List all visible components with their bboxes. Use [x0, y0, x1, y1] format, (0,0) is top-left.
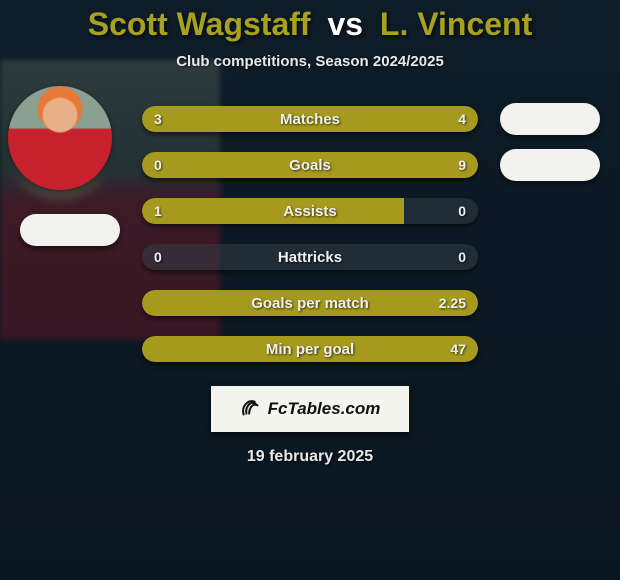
- player1-club-badge: [20, 214, 120, 246]
- player2-club-badge: [500, 149, 600, 181]
- stat-bar: Min per goal47: [142, 336, 478, 362]
- stat-bars: Matches34Goals09Assists10Hattricks00Goal…: [142, 106, 478, 362]
- stat-bar: Assists1 0: [142, 198, 478, 224]
- title-player2: L. Vincent: [380, 6, 532, 42]
- stat-value-right: 2.25: [439, 290, 466, 316]
- content: Scott Wagstaff vs L. Vincent Club compet…: [0, 0, 620, 580]
- date: 19 february 2025: [247, 448, 373, 466]
- stat-bar: Goals0 9: [142, 152, 478, 178]
- stat-value-left: 3: [154, 106, 162, 132]
- title-vs: vs: [327, 6, 363, 42]
- ball-icon: [240, 398, 262, 420]
- stat-bar: Goals per match2.25: [142, 290, 478, 316]
- stat-value-right: 47: [450, 336, 466, 362]
- stat-value-left: 0: [154, 244, 162, 270]
- stat-label: Matches: [142, 106, 478, 132]
- stat-value-right: 0: [458, 198, 466, 224]
- stat-bar: Hattricks0 0: [142, 244, 478, 270]
- stat-label: Min per goal: [142, 336, 478, 362]
- player1-avatar: [8, 86, 112, 190]
- comparison-card: Scott Wagstaff vs L. Vincent Club compet…: [0, 0, 620, 580]
- stat-label: Goals per match: [142, 290, 478, 316]
- stat-label: Goals: [142, 152, 478, 178]
- title: Scott Wagstaff vs L. Vincent: [88, 6, 533, 43]
- title-player1: Scott Wagstaff: [88, 6, 311, 42]
- source-text: FcTables.com: [268, 399, 381, 419]
- stats-area: Matches34Goals09Assists10Hattricks00Goal…: [0, 106, 620, 362]
- stat-value-left: 0: [154, 152, 162, 178]
- source-badge: FcTables.com: [211, 386, 409, 432]
- player2-club-badge: [500, 103, 600, 135]
- stat-value-right: 4: [458, 106, 466, 132]
- stat-value-right: 9: [458, 152, 466, 178]
- stat-label: Assists: [142, 198, 478, 224]
- stat-value-right: 0: [458, 244, 466, 270]
- subtitle: Club competitions, Season 2024/2025: [176, 53, 444, 70]
- source-logo: FcTables.com: [240, 398, 381, 420]
- stat-value-left: 1: [154, 198, 162, 224]
- stat-bar: Matches3 4: [142, 106, 478, 132]
- stat-label: Hattricks: [142, 244, 478, 270]
